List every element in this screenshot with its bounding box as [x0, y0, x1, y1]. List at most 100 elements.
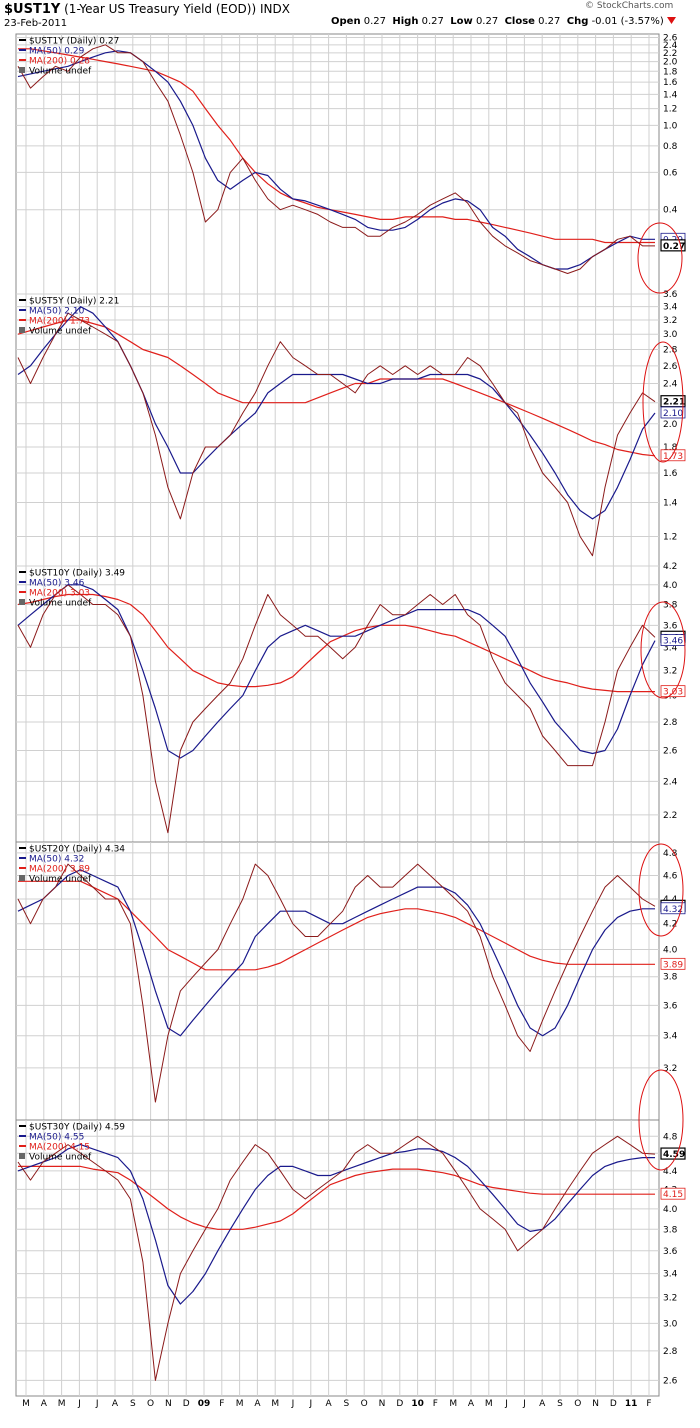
x-axis-label: A [254, 1399, 261, 1409]
last-value-label: 1.73 [663, 452, 683, 462]
symbol-description: (1-Year US Treasury Yield (EOD)) [64, 2, 257, 16]
y-tick-label: 1.0 [663, 121, 678, 131]
last-value-box [660, 1187, 686, 1200]
chg-label: Chg [566, 16, 589, 27]
high-value: 0.27 [421, 16, 444, 27]
y-tick-label: 3.8 [663, 601, 678, 611]
legend-entry: Volume undef [29, 1153, 92, 1163]
panel-frame [15, 1119, 660, 1397]
y-tick-label: 2.8 [663, 718, 678, 728]
last-value-label: 0.27 [663, 242, 685, 252]
y-tick-label: 3.4 [663, 643, 678, 653]
y-tick-label: 0.6 [663, 168, 678, 178]
panel-5: 4.84.64.44.24.03.83.63.43.23.02.82.6$UST… [15, 1069, 686, 1397]
legend-entry: $UST10Y (Daily) 3.49 [29, 569, 125, 579]
y-tick-label: 4.8 [663, 849, 678, 859]
panel-frame [15, 841, 660, 1121]
y-tick-label: 1.2 [663, 533, 677, 543]
volume-swatch-icon [19, 1153, 25, 1159]
legend-entry: MA(50) 2.10 [29, 307, 85, 317]
volume-swatch-icon [19, 67, 25, 73]
x-axis-label: A [326, 1399, 333, 1409]
open-value: 0.27 [363, 16, 387, 27]
last-value-box [660, 685, 686, 698]
y-tick-label: 1.8 [663, 67, 678, 77]
x-axis-label: S [344, 1399, 350, 1409]
x-axis-label: A [112, 1399, 119, 1409]
legend-entry: $UST20Y (Daily) 4.34 [29, 845, 125, 855]
y-tick-label: 2.4 [663, 41, 678, 51]
x-axis-label: N [379, 1399, 386, 1409]
y-tick-label: 0.4 [663, 206, 678, 216]
down-triangle-icon [666, 17, 676, 24]
y-tick-label: 1.4 [663, 498, 678, 508]
x-axis-label: J [504, 1399, 508, 1409]
panel-1: 2.62.42.22.01.81.6 1.4 1.2 1.0 0.8 0.6 0.4 $UST… [15, 33, 686, 295]
panel-frame [15, 565, 660, 843]
x-axis-label: F [219, 1399, 224, 1409]
ma200-line [17, 593, 655, 693]
last-value-box [660, 406, 686, 419]
last-value-label: 2.21 [663, 398, 685, 408]
legend-entry: $UST5Y (Daily) 2.21 [29, 297, 119, 307]
legend-entry: MA(200) 0.28 [29, 57, 90, 67]
y-tick-label: 2.4 [663, 380, 678, 390]
price-line [17, 312, 656, 557]
y-tick-label: 4.8 [663, 1132, 678, 1142]
panel-2: 3.63.43.23.02.82.62.42.22.01.81.61.41.2$… [15, 290, 686, 567]
x-axis-label: 11 [625, 1399, 638, 1409]
y-tick-label: 0.8 [663, 142, 678, 152]
ma200-line [18, 48, 655, 244]
highlight-circle [637, 222, 683, 294]
legend-entry: $UST30Y (Daily) 4.59 [29, 1123, 125, 1133]
y-tick-label: 1.8 [663, 443, 678, 453]
chg-value: -0.01 (-3.57%) [591, 16, 664, 27]
x-axis-label: N [165, 1399, 172, 1409]
y-tick-label: 3.0 [663, 330, 678, 340]
legend-entry: MA(200) 4.15 [29, 1143, 90, 1153]
y-tick-label: 4.0 [663, 946, 678, 956]
x-axis-label: F [646, 1399, 651, 1409]
highlight-circle [642, 341, 684, 463]
x-axis-label: N [592, 1399, 599, 1409]
x-axis-label: D [610, 1399, 617, 1409]
legend-entry: MA(200) 3.89 [29, 865, 90, 875]
chart-title: $UST1Y (1-Year US Treasury Yield (EOD)) … [4, 2, 290, 17]
last-value-box [660, 902, 686, 915]
y-tick-label: 1.6 [663, 469, 678, 479]
ohlc-readout: Open 0.27 High 0.27 Low 0.27 Close 0.27 … [331, 16, 676, 27]
volume-swatch-icon [19, 327, 25, 333]
ma200-line [17, 319, 656, 457]
y-tick-label: 2.6 [663, 362, 678, 372]
x-axis-label: M [58, 1399, 66, 1409]
price-line [17, 584, 656, 834]
y-tick-label: 2.6 [663, 1376, 678, 1386]
y-tick-label: 3.2 [663, 667, 677, 677]
y-tick-label: 2.0 [663, 420, 678, 430]
chart-header: $UST1Y (1-Year US Treasury Yield (EOD)) … [0, 0, 700, 34]
last-value-box [660, 957, 686, 970]
y-tick-label: 3.6 [663, 1247, 678, 1257]
symbol: $UST1Y [4, 2, 61, 17]
highlight-circle [640, 601, 686, 699]
x-axis-label: J [291, 1399, 295, 1409]
x-axis-label: M [22, 1399, 30, 1409]
x-axis-label: O [147, 1399, 154, 1409]
x-axis-label: D [183, 1399, 190, 1409]
panel-3: 4.24.03.83.63.43.23.02.82.62.42.2$UST10Y… [15, 562, 686, 843]
x-axis-label: S [130, 1399, 136, 1409]
price-line [17, 44, 655, 274]
y-tick-label: 1.2 [663, 105, 677, 115]
y-tick-label: 3.2 [663, 316, 677, 326]
x-axis-label: O [361, 1399, 368, 1409]
legend-entry: MA(50) 4.32 [29, 855, 84, 865]
y-tick-label: 3.8 [663, 1225, 678, 1235]
last-value-label: 4.32 [663, 905, 683, 915]
y-tick-label: 4.4 [663, 1167, 678, 1177]
low-value: 0.27 [475, 16, 499, 27]
x-axis-label: M [449, 1399, 457, 1409]
x-axis-label: A [539, 1399, 546, 1409]
legend-entry: Volume undef [29, 875, 92, 885]
panel-4: 4.84.64.44.24.03.83.63.43.2$UST20Y (Dail… [15, 841, 686, 1121]
